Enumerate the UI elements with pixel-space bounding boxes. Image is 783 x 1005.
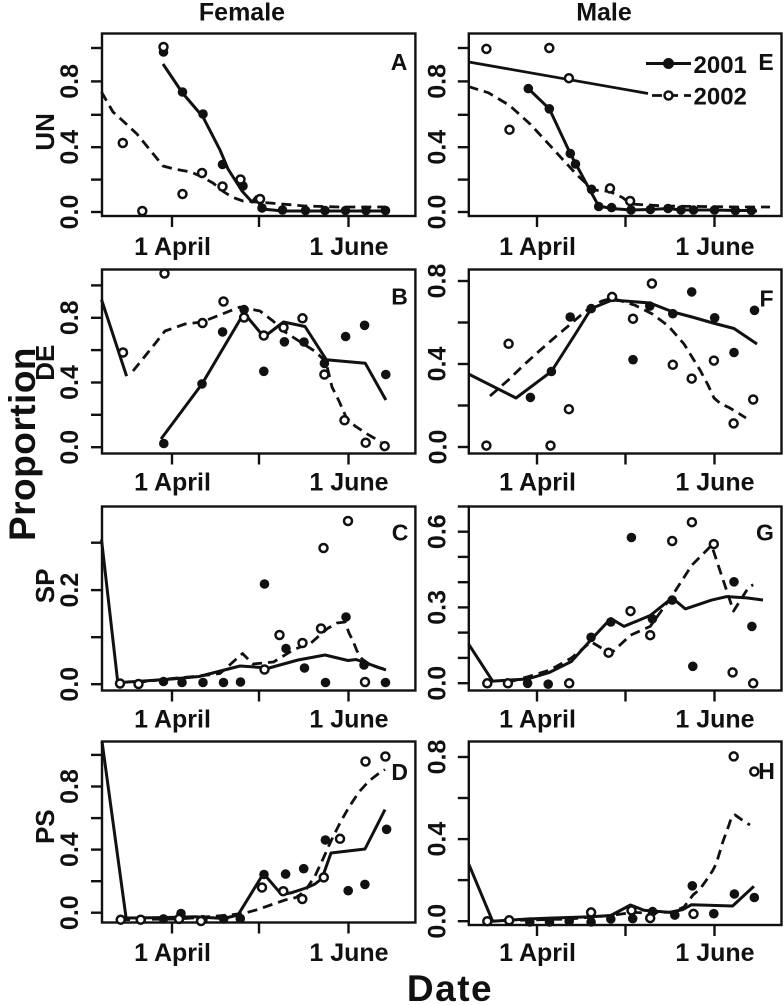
svg-text:0.4: 0.4 (424, 347, 452, 382)
svg-text:D: D (391, 759, 408, 785)
svg-text:0.4: 0.4 (424, 822, 452, 857)
svg-text:0.4: 0.4 (56, 130, 84, 165)
svg-text:Female: Female (199, 0, 285, 27)
svg-text:0.0: 0.0 (56, 895, 84, 930)
svg-text:B: B (391, 284, 408, 310)
svg-text:Date: Date (407, 968, 493, 1005)
svg-text:0.0: 0.0 (56, 667, 84, 702)
svg-text:0.8: 0.8 (56, 769, 84, 804)
svg-text:0.0: 0.0 (425, 430, 453, 465)
svg-text:0.4: 0.4 (424, 130, 452, 165)
svg-text:1 April: 1 April (134, 706, 211, 734)
svg-text:1 April: 1 April (499, 706, 576, 734)
svg-text:1 June: 1 June (309, 706, 388, 734)
svg-text:DE: DE (30, 345, 60, 381)
svg-text:1 June: 1 June (675, 469, 754, 497)
svg-text:2002: 2002 (694, 84, 747, 111)
svg-text:0.0: 0.0 (56, 195, 84, 230)
svg-text:SP: SP (30, 569, 60, 604)
svg-text:0.4: 0.4 (56, 365, 84, 400)
svg-text:0.6: 0.6 (424, 514, 452, 549)
svg-text:0.2: 0.2 (56, 573, 84, 608)
svg-text:1 April: 1 April (499, 469, 576, 497)
svg-text:1 April: 1 April (499, 233, 576, 261)
svg-text:0.8: 0.8 (56, 64, 84, 99)
svg-text:0.0: 0.0 (424, 195, 452, 230)
svg-text:1 June: 1 June (309, 939, 388, 967)
svg-text:H: H (758, 758, 775, 784)
svg-text:0.8: 0.8 (424, 264, 452, 299)
svg-text:1 April: 1 April (134, 939, 211, 967)
svg-text:1 June: 1 June (675, 233, 754, 261)
svg-text:0.3: 0.3 (424, 590, 452, 625)
svg-text:E: E (758, 49, 773, 75)
svg-text:0.8: 0.8 (56, 300, 84, 335)
svg-text:1 June: 1 June (675, 939, 754, 967)
svg-text:PS: PS (30, 809, 60, 844)
svg-text:C: C (392, 520, 409, 546)
svg-text:2001: 2001 (694, 52, 747, 79)
svg-text:0.8: 0.8 (424, 64, 452, 99)
svg-text:Proportion: Proportion (2, 347, 43, 541)
svg-text:1 April: 1 April (499, 939, 576, 967)
svg-text:1 June: 1 June (309, 469, 388, 497)
svg-text:F: F (759, 286, 773, 312)
svg-text:1 April: 1 April (134, 469, 211, 497)
svg-text:1 June: 1 June (309, 233, 388, 261)
svg-text:1 April: 1 April (134, 233, 211, 261)
svg-text:0.8: 0.8 (424, 740, 452, 775)
svg-text:0.0: 0.0 (424, 666, 452, 701)
svg-text:0.4: 0.4 (56, 832, 84, 867)
svg-text:A: A (391, 49, 408, 75)
svg-text:1 June: 1 June (675, 706, 754, 734)
svg-text:0.0: 0.0 (424, 904, 452, 939)
svg-text:Male: Male (576, 0, 632, 26)
svg-text:0.0: 0.0 (56, 430, 84, 465)
svg-text:G: G (756, 520, 774, 546)
svg-text:UN: UN (30, 113, 60, 151)
